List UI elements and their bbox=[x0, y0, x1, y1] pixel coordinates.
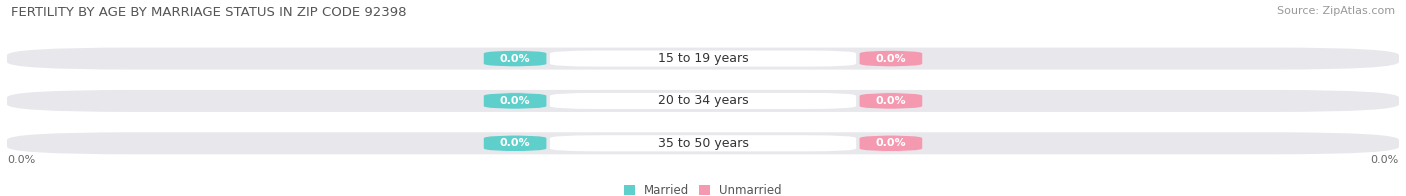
Text: 0.0%: 0.0% bbox=[876, 54, 907, 64]
Text: 20 to 34 years: 20 to 34 years bbox=[658, 94, 748, 107]
Legend: Married, Unmarried: Married, Unmarried bbox=[624, 184, 782, 196]
FancyBboxPatch shape bbox=[7, 132, 1399, 154]
FancyBboxPatch shape bbox=[484, 135, 547, 151]
Text: FERTILITY BY AGE BY MARRIAGE STATUS IN ZIP CODE 92398: FERTILITY BY AGE BY MARRIAGE STATUS IN Z… bbox=[11, 6, 406, 19]
Text: 0.0%: 0.0% bbox=[876, 138, 907, 148]
FancyBboxPatch shape bbox=[859, 93, 922, 109]
FancyBboxPatch shape bbox=[859, 51, 922, 67]
Text: 0.0%: 0.0% bbox=[7, 155, 35, 165]
FancyBboxPatch shape bbox=[550, 93, 856, 109]
FancyBboxPatch shape bbox=[7, 90, 1399, 112]
FancyBboxPatch shape bbox=[859, 135, 922, 151]
FancyBboxPatch shape bbox=[550, 135, 856, 151]
Text: 35 to 50 years: 35 to 50 years bbox=[658, 137, 748, 150]
FancyBboxPatch shape bbox=[7, 48, 1399, 70]
Text: Source: ZipAtlas.com: Source: ZipAtlas.com bbox=[1277, 6, 1395, 16]
Text: 0.0%: 0.0% bbox=[876, 96, 907, 106]
FancyBboxPatch shape bbox=[484, 93, 547, 109]
Text: 15 to 19 years: 15 to 19 years bbox=[658, 52, 748, 65]
FancyBboxPatch shape bbox=[484, 51, 547, 67]
Text: 0.0%: 0.0% bbox=[499, 96, 530, 106]
FancyBboxPatch shape bbox=[550, 51, 856, 67]
Text: 0.0%: 0.0% bbox=[1371, 155, 1399, 165]
Text: 0.0%: 0.0% bbox=[499, 54, 530, 64]
Text: 0.0%: 0.0% bbox=[499, 138, 530, 148]
